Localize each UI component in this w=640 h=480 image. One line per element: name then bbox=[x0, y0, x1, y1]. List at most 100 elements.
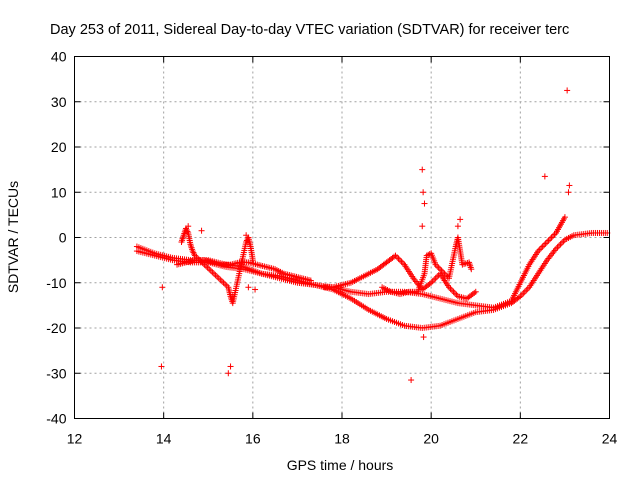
data-point bbox=[225, 370, 232, 377]
x-tick-label: 16 bbox=[245, 431, 261, 447]
data-point bbox=[457, 216, 464, 223]
y-axis-label: SDTVAR / TECUs bbox=[5, 181, 21, 293]
data-point bbox=[420, 334, 427, 341]
data-point bbox=[561, 214, 568, 221]
data-point bbox=[435, 264, 442, 271]
data-point bbox=[431, 276, 438, 283]
data-point bbox=[541, 242, 548, 249]
data-point bbox=[565, 189, 572, 196]
x-tick-label: 18 bbox=[334, 431, 350, 447]
data-point bbox=[544, 239, 551, 246]
data-point bbox=[542, 240, 549, 247]
data-point bbox=[399, 260, 406, 267]
data-point bbox=[198, 227, 205, 234]
y-tick-label: 10 bbox=[51, 184, 67, 200]
y-tick-label: 30 bbox=[51, 94, 67, 110]
data-points bbox=[133, 87, 611, 384]
data-point bbox=[434, 273, 441, 280]
data-point bbox=[468, 266, 475, 273]
y-tick-label: -30 bbox=[46, 365, 66, 381]
data-point bbox=[243, 232, 250, 239]
data-point bbox=[218, 278, 225, 285]
y-tick-label: 20 bbox=[51, 139, 67, 155]
data-point bbox=[545, 237, 552, 244]
data-point bbox=[408, 377, 415, 384]
data-point bbox=[185, 223, 192, 230]
y-tick-label: 0 bbox=[59, 230, 67, 246]
data-point bbox=[555, 242, 562, 249]
data-point bbox=[419, 223, 426, 230]
data-point bbox=[206, 266, 213, 273]
data-point bbox=[539, 243, 546, 250]
data-point bbox=[558, 239, 565, 246]
data-point bbox=[554, 244, 561, 251]
data-point bbox=[214, 273, 221, 280]
data-point bbox=[550, 232, 557, 239]
data-point bbox=[249, 257, 256, 264]
plot-frame bbox=[74, 56, 610, 419]
x-tick-label: 14 bbox=[156, 431, 172, 447]
data-point bbox=[426, 280, 433, 287]
data-point bbox=[450, 288, 457, 295]
data-point bbox=[523, 287, 530, 294]
data-point bbox=[432, 275, 439, 282]
data-point bbox=[222, 281, 229, 288]
x-tick-label: 12 bbox=[67, 431, 83, 447]
data-point bbox=[212, 272, 219, 279]
data-point bbox=[220, 279, 227, 286]
x-tick-label: 20 bbox=[423, 431, 439, 447]
data-point bbox=[252, 286, 259, 293]
data-point bbox=[207, 267, 214, 274]
data-point bbox=[215, 275, 222, 282]
y-tick-label: -10 bbox=[46, 275, 66, 291]
data-point bbox=[159, 284, 166, 291]
data-point bbox=[437, 266, 444, 273]
data-point bbox=[515, 294, 522, 301]
data-point bbox=[547, 236, 554, 243]
data-point bbox=[541, 173, 548, 180]
data-point bbox=[217, 276, 224, 283]
grid bbox=[74, 56, 610, 419]
data-point bbox=[536, 246, 543, 253]
data-point bbox=[438, 267, 445, 274]
data-point bbox=[396, 257, 403, 264]
data-point bbox=[307, 277, 314, 284]
data-point bbox=[518, 291, 525, 298]
data-point bbox=[209, 269, 216, 276]
data-point bbox=[520, 290, 527, 297]
y-tick-label: 40 bbox=[51, 49, 67, 65]
data-point bbox=[548, 234, 555, 241]
data-point bbox=[158, 363, 165, 370]
data-point bbox=[229, 293, 236, 300]
tick-labels: 12 14 16 18 20 22 24 -40 -30 -20 -10 0 10 20 30 40 bbox=[46, 49, 617, 447]
data-point bbox=[245, 284, 252, 291]
data-point bbox=[524, 285, 531, 292]
data-point bbox=[421, 200, 428, 207]
data-point bbox=[393, 254, 400, 261]
data-point bbox=[471, 289, 478, 296]
data-point bbox=[420, 189, 427, 196]
data-point bbox=[521, 288, 528, 295]
data-point bbox=[398, 258, 405, 265]
data-point bbox=[204, 264, 211, 271]
data-point bbox=[227, 363, 234, 370]
data-point bbox=[564, 87, 571, 94]
x-axis-label: GPS time / hours bbox=[287, 457, 394, 473]
y-tick-label: -20 bbox=[46, 320, 66, 336]
data-point bbox=[448, 287, 455, 294]
data-point bbox=[538, 245, 545, 252]
data-point bbox=[472, 288, 479, 295]
y-tick-label: -40 bbox=[46, 411, 66, 427]
data-point bbox=[451, 290, 458, 297]
data-point bbox=[454, 223, 461, 230]
data-point bbox=[429, 278, 436, 285]
data-point bbox=[557, 241, 564, 248]
x-tick-label: 22 bbox=[513, 431, 529, 447]
data-point bbox=[210, 270, 217, 277]
data-point bbox=[419, 166, 426, 173]
chart-title: Day 253 of 2011, Sidereal Day-to-day VTE… bbox=[50, 22, 569, 38]
x-tick-label: 24 bbox=[602, 431, 618, 447]
data-point bbox=[447, 285, 454, 292]
data-point bbox=[566, 182, 573, 189]
